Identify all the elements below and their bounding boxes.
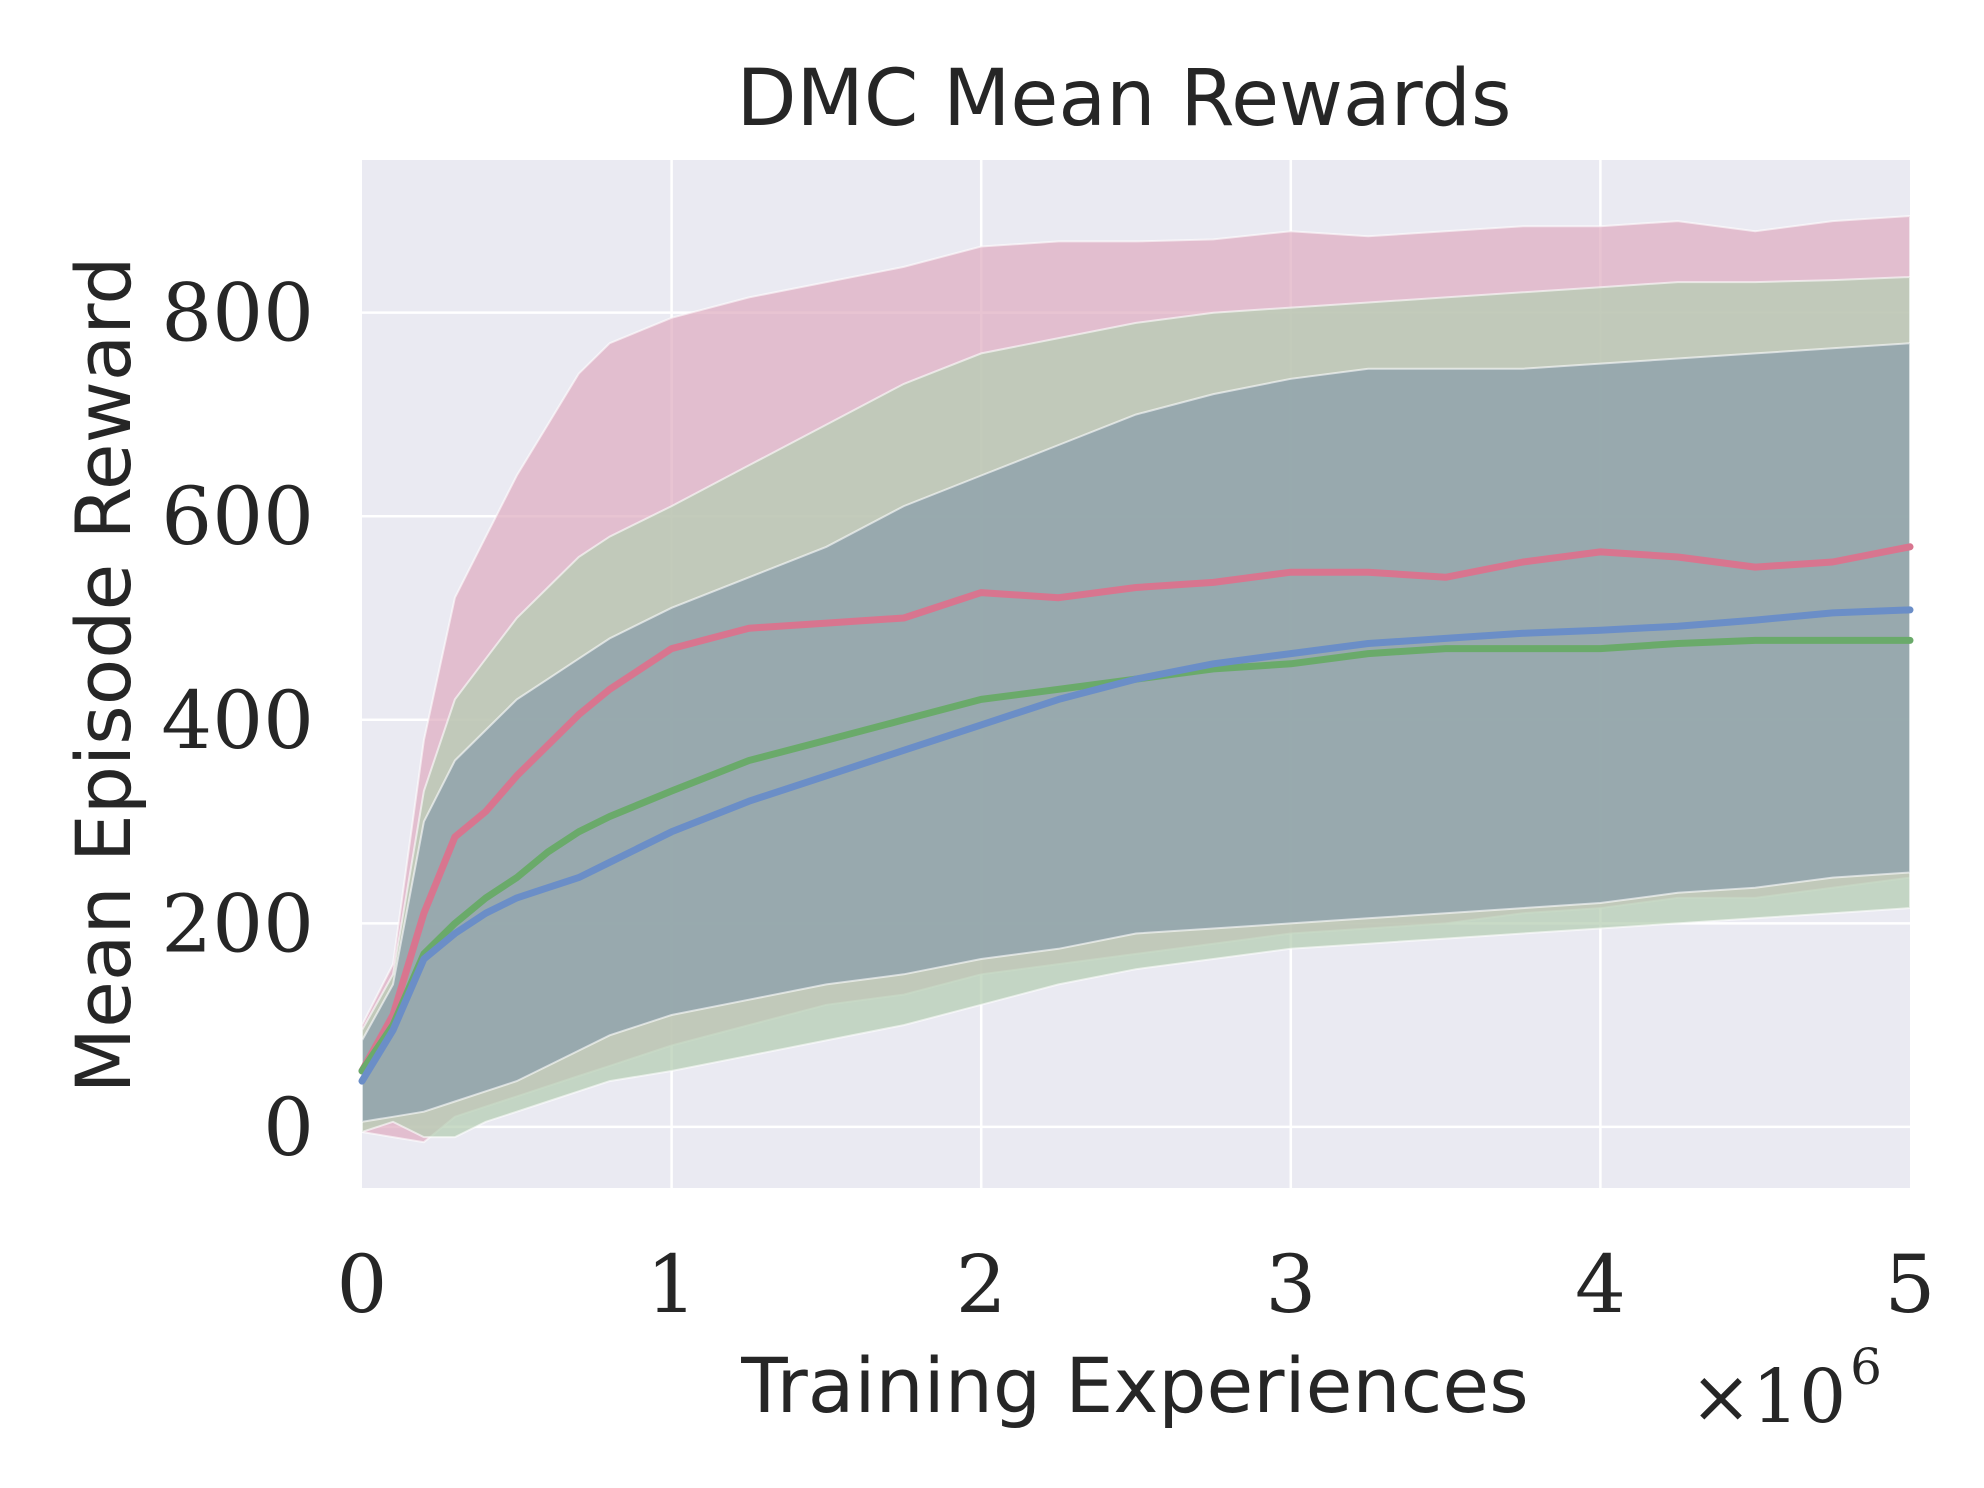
y-tick-label-4: 800 [161, 267, 314, 360]
x-offset-exponent: 6 [1850, 1338, 1882, 1396]
x-tick-label-4: 4 [1575, 1238, 1626, 1331]
y-tick-label-3: 600 [161, 470, 314, 563]
x-offset-label: ×10 6 [1690, 1338, 1882, 1440]
x-offset-base: ×10 [1690, 1354, 1846, 1440]
y-tick-label-2: 400 [161, 674, 314, 767]
x-tick-label-5: 5 [1885, 1238, 1936, 1331]
x-tick-label-2: 2 [956, 1238, 1007, 1331]
line-series-3 [358, 606, 1914, 1085]
line-series-2 [358, 636, 1914, 1075]
y-axis-label: Mean Episode Reward [59, 257, 148, 1094]
chart-title: DMC Mean Rewards [736, 54, 1511, 144]
x-axis-label: Training Experiences [740, 1341, 1528, 1430]
x-tick-label-3: 3 [1265, 1238, 1316, 1331]
x-tick-label-0: 0 [337, 1238, 388, 1331]
band-series-3 [361, 342, 1911, 1123]
line-series-1 [358, 543, 1914, 1075]
x-tick-label-1: 1 [646, 1238, 697, 1331]
series-lines [358, 543, 1914, 1085]
x-tick-labels: 0 1 2 3 4 5 [337, 1238, 1936, 1331]
y-tick-label-0: 0 [263, 1081, 314, 1174]
y-tick-label-1: 200 [161, 877, 314, 970]
y-tick-labels: 0 200 400 600 800 [161, 267, 314, 1174]
